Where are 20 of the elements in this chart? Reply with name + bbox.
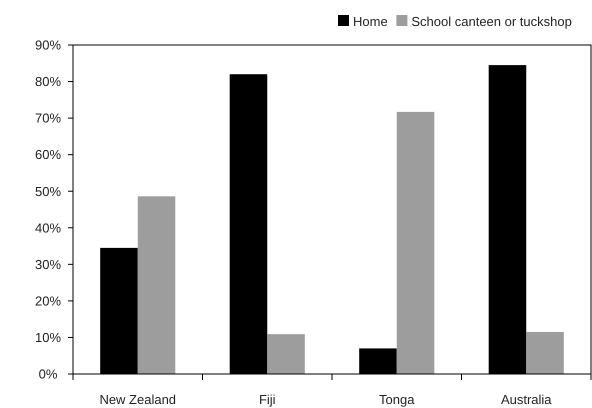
bar <box>267 334 305 374</box>
y-tick-label: 30% <box>34 256 62 272</box>
y-tick-label: 40% <box>34 220 62 236</box>
legend-label: Home <box>353 14 388 29</box>
y-tick-label: 50% <box>34 184 62 199</box>
bar <box>526 332 564 374</box>
x-tick-label: Australia <box>500 392 552 407</box>
x-tick-label: Fiji <box>258 392 276 407</box>
x-tick-label: New Zealand <box>99 392 176 407</box>
y-tick-label: 0% <box>38 366 58 382</box>
y-tick-label: 20% <box>34 293 62 308</box>
legend-label: School canteen or tuckshop <box>411 14 572 29</box>
y-tick-label: 60% <box>34 147 62 162</box>
bar <box>396 112 434 374</box>
y-tick-label: 80% <box>34 74 62 90</box>
y-tick-label: 90% <box>34 38 62 53</box>
y-tick-label: 10% <box>34 330 62 345</box>
y-tick-label: 70% <box>34 110 62 126</box>
bar <box>138 196 176 374</box>
x-tick-label: Tonga <box>379 392 416 407</box>
